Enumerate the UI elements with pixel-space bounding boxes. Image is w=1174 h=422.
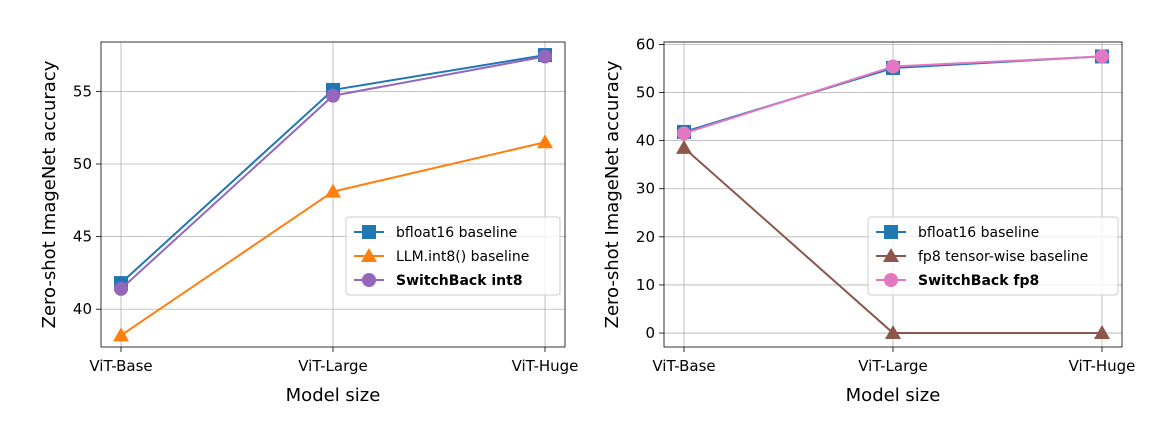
x-tick-label: ViT-Large: [858, 357, 928, 375]
data-point: [677, 126, 691, 141]
y-tick-label: 40: [636, 132, 655, 150]
data-point: [325, 183, 341, 198]
y-tick-label: 40: [73, 300, 92, 318]
data-point: [113, 327, 129, 342]
y-axis-label: Zero-shot ImageNet accuracy: [39, 60, 60, 328]
data-point: [538, 49, 552, 64]
legend-marker: [884, 273, 898, 287]
data-point: [1095, 49, 1109, 64]
y-tick-label: 20: [636, 228, 655, 246]
legend-marker: [884, 225, 898, 239]
data-point: [537, 134, 553, 149]
y-tick-label: 50: [636, 84, 655, 102]
x-tick-label: ViT-Large: [298, 357, 368, 375]
x-axis-label: Model size: [286, 385, 381, 406]
legend-marker: [362, 273, 376, 287]
legend-frame: [345, 216, 561, 296]
y-tick-label: 10: [636, 276, 655, 294]
data-point: [885, 325, 901, 340]
chart-fp8-comparison: ViT-Base ViT-Large ViT-Huge 0 10 20 30 40 50 60 Mo…: [602, 35, 1135, 406]
legend-label: SwitchBack int8: [396, 273, 523, 289]
y-tick-label: 30: [636, 180, 655, 198]
x-axis-label: Model size: [846, 385, 941, 406]
data-point: [326, 88, 340, 103]
legend-label: fp8 tensor-wise baseline: [918, 249, 1088, 265]
legend-marker: [883, 248, 899, 262]
y-tick-label: 60: [636, 35, 655, 53]
chart-int8-comparison: ViT-Base ViT-Large ViT-Huge 40 45 50 55 Model s…: [39, 41, 579, 406]
legend-frame: [867, 216, 1119, 296]
legend-marker: [362, 225, 376, 239]
y-tick-label: 0: [645, 324, 655, 342]
x-tick-label: ViT-Huge: [512, 357, 579, 375]
data-point: [1094, 325, 1110, 340]
legend-label: bfloat16 baseline: [918, 225, 1039, 241]
x-tick-label: ViT-Base: [652, 357, 715, 375]
y-tick-label: 50: [73, 155, 92, 173]
y-tick-label: 45: [73, 228, 92, 246]
data-point: [676, 139, 692, 154]
x-tick-label: ViT-Huge: [1069, 357, 1136, 375]
x-tick-label: ViT-Base: [89, 357, 152, 375]
y-tick-label: 55: [73, 82, 92, 100]
data-point: [886, 59, 900, 74]
legend: bfloat16 baseline LLM.int8() baseline Swit…: [345, 216, 561, 296]
legend-label: LLM.int8() baseline: [396, 249, 529, 265]
legend-label: SwitchBack fp8: [918, 273, 1039, 289]
y-axis-label: Zero-shot ImageNet accuracy: [602, 60, 623, 328]
legend: bfloat16 baseline fp8 tensor-wise baselin…: [867, 216, 1119, 296]
data-point: [114, 281, 128, 296]
legend-marker: [361, 248, 377, 262]
legend-label: bfloat16 baseline: [396, 225, 517, 241]
